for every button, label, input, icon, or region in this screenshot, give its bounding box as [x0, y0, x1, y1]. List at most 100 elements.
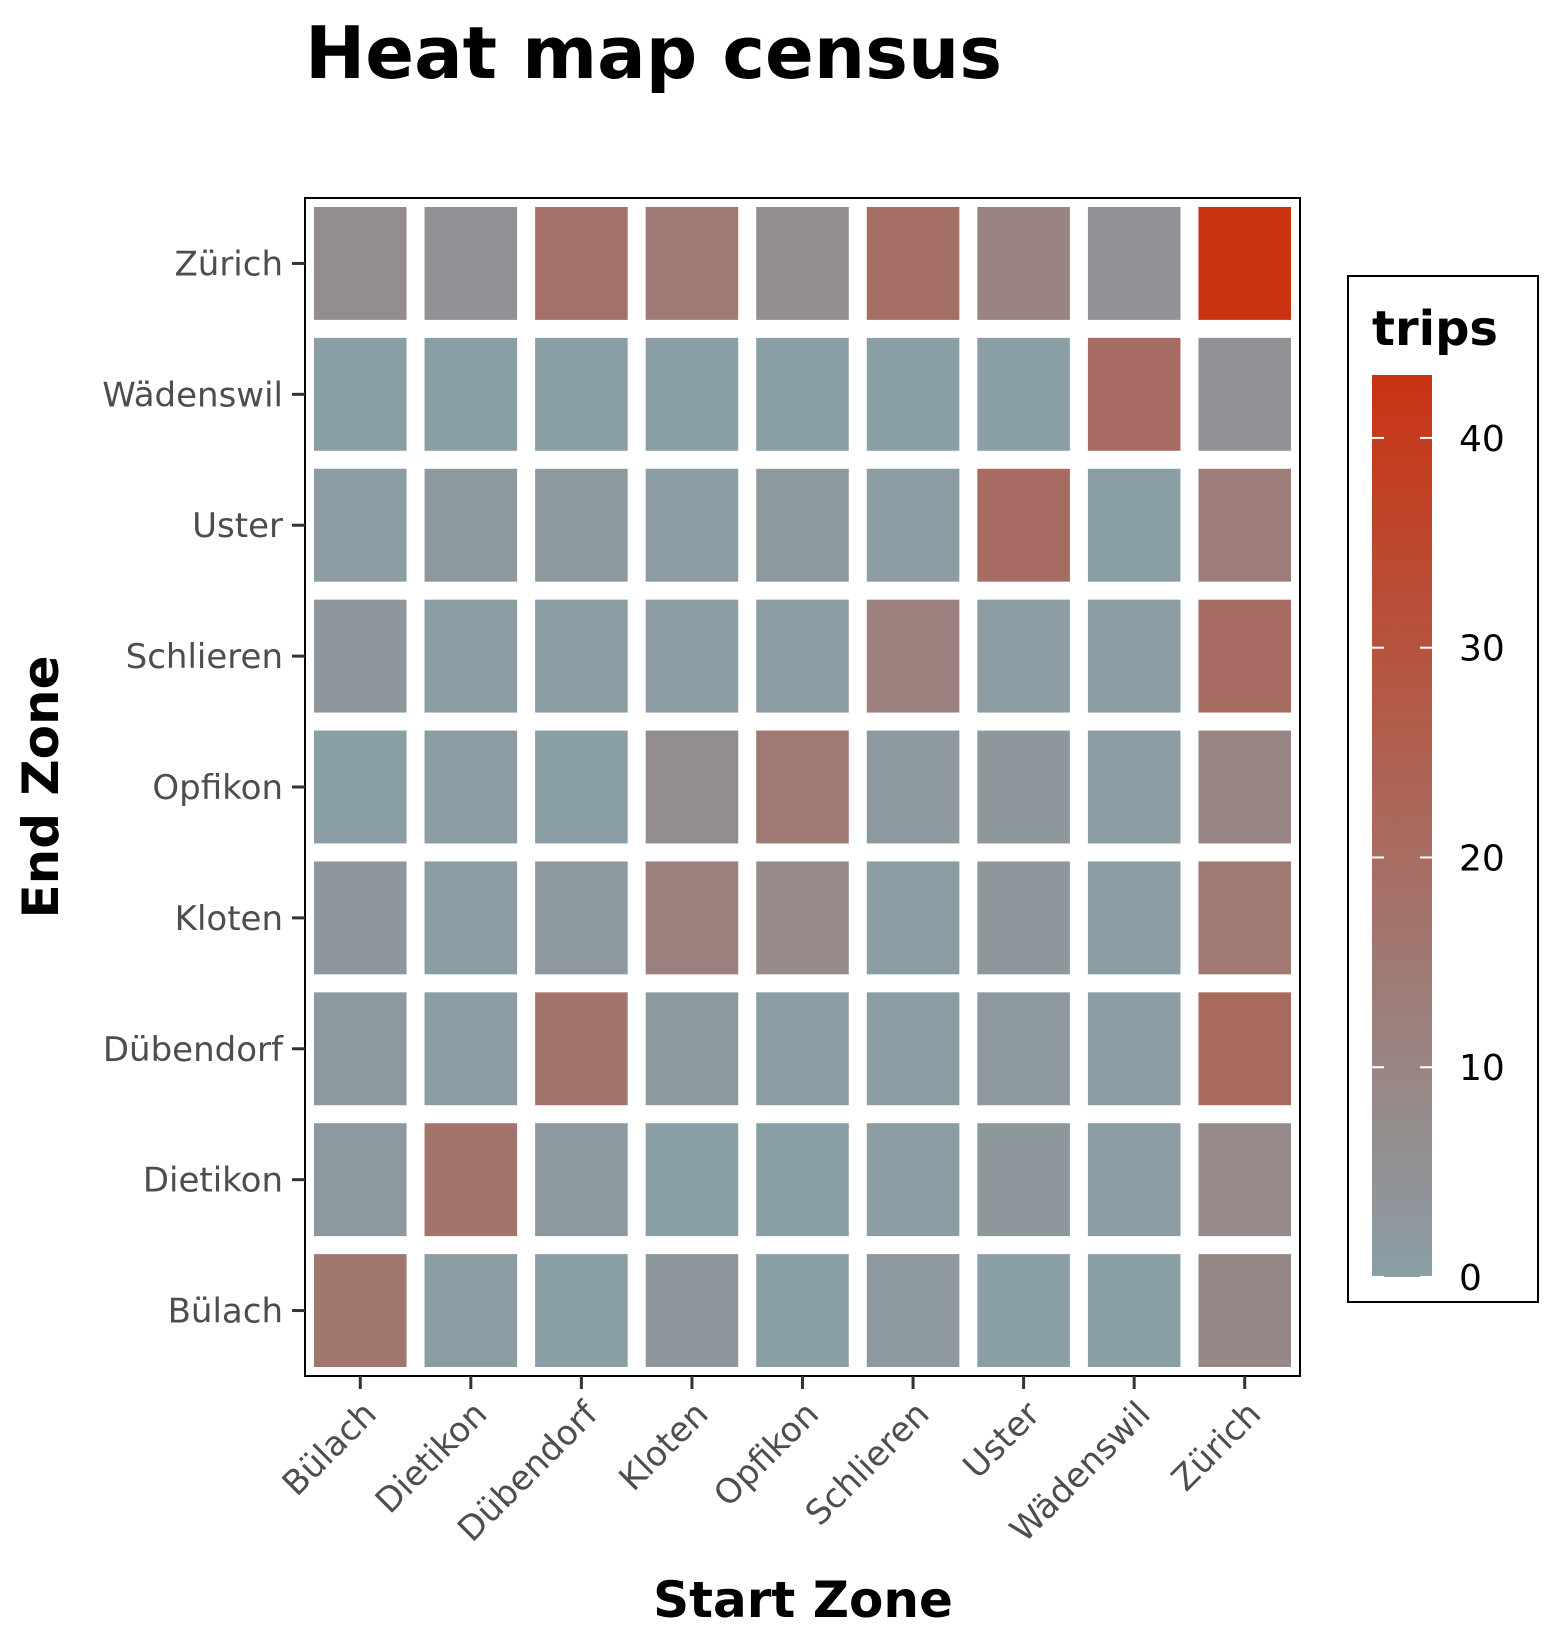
heatmap-cell: [977, 468, 1070, 582]
heatmap-cell: [756, 1254, 849, 1367]
heatmap-cell: [866, 861, 960, 975]
legend-colorbar: [1372, 375, 1432, 1277]
chart-title: Heat map census: [305, 11, 1002, 95]
heatmap-cell: [756, 468, 849, 582]
heatmap-cell: [1198, 1123, 1291, 1237]
heatmap-cell: [1087, 730, 1181, 844]
heatmap-cell: [314, 337, 407, 451]
heatmap-cell: [535, 1123, 628, 1237]
legend-tick-label: 0: [1459, 1258, 1482, 1299]
legend: trips 0 10 20 30 40: [1347, 275, 1539, 1303]
heatmap-cell: [424, 599, 518, 713]
heatmap-cell: [756, 861, 849, 975]
heatmap-cell: [645, 1254, 739, 1367]
x-tick-label: Uster: [955, 1394, 1048, 1487]
heatmap-cell: [535, 207, 628, 320]
y-tick-label: Opfikon: [152, 768, 283, 808]
heatmap-cell: [866, 337, 960, 451]
heatmap-cell: [756, 207, 849, 320]
heatmap-cell: [977, 1254, 1070, 1367]
x-tick-label: Zürich: [1164, 1394, 1269, 1499]
heatmap-cell: [866, 1254, 960, 1367]
heatmap-cell: [314, 1254, 407, 1367]
heatmap-cells: [314, 207, 1291, 1367]
heatmap-cell: [424, 1254, 518, 1367]
heatmap-cell: [314, 861, 407, 975]
heatmap-cell: [1087, 1254, 1181, 1367]
heatmap-cell: [424, 992, 518, 1106]
heatmap-cell: [314, 730, 407, 844]
y-tick-label: Schlieren: [126, 637, 283, 677]
heatmap-cell: [314, 599, 407, 713]
heatmap-cell: [977, 861, 1070, 975]
heatmap-cell: [535, 861, 628, 975]
y-tick-label: Kloten: [175, 899, 283, 939]
heatmap-cell: [1198, 599, 1291, 713]
heatmap-cell: [866, 730, 960, 844]
legend-title: trips: [1372, 301, 1498, 357]
heatmap-cell: [1198, 207, 1291, 320]
y-tick-label: Dietikon: [143, 1161, 283, 1201]
legend-tick-label: 30: [1459, 629, 1505, 670]
y-axis-title: End Zone: [12, 655, 70, 918]
heatmap-cell: [866, 207, 960, 320]
heatmap-cell: [535, 337, 628, 451]
heatmap-cell: [645, 337, 739, 451]
heatmap-cell: [424, 1123, 518, 1237]
heatmap-cell: [645, 992, 739, 1106]
heatmap-cell: [1198, 992, 1291, 1106]
heatmap-cell: [314, 207, 407, 320]
heatmap-cell: [424, 337, 518, 451]
heatmap-cell: [535, 992, 628, 1106]
heatmap-cell: [645, 599, 739, 713]
heatmap-cell: [756, 992, 849, 1106]
heatmap-cell: [1198, 730, 1291, 844]
heatmap-cell: [1087, 207, 1181, 320]
heatmap-cell: [645, 861, 739, 975]
heatmap-cell: [756, 599, 849, 713]
heatmap-cell: [1198, 337, 1291, 451]
heatmap-cell: [424, 730, 518, 844]
heatmap-cell: [1087, 861, 1181, 975]
heatmap-cell: [1087, 992, 1181, 1106]
y-tick-label: Wädenswil: [102, 375, 283, 415]
heatmap-cell: [1198, 468, 1291, 582]
y-tick-label: Uster: [192, 506, 283, 546]
heatmap-cell: [314, 1123, 407, 1237]
heatmap-cell: [535, 468, 628, 582]
y-axis: Bülach Dietikon Dübendorf Kloten Opfikon Schl…: [102, 244, 305, 1332]
heatmap-cell: [1198, 861, 1291, 975]
heatmap-cell: [535, 1254, 628, 1367]
heatmap-cell: [866, 992, 960, 1106]
heatmap-cell: [424, 468, 518, 582]
heatmap-cell: [977, 337, 1070, 451]
heatmap-cell: [645, 730, 739, 844]
heatmap-cell: [1087, 337, 1181, 451]
heatmap-cell: [866, 599, 960, 713]
heatmap-cell: [535, 599, 628, 713]
heatmap-cell: [314, 468, 407, 582]
heatmap-cell: [1087, 468, 1181, 582]
heatmap-cell: [424, 207, 518, 320]
x-tick-label: Kloten: [611, 1394, 716, 1499]
heatmap-cell: [1087, 599, 1181, 713]
heatmap-cell: [866, 1123, 960, 1237]
heatmap-cell: [977, 207, 1070, 320]
y-tick-label: Zürich: [174, 244, 283, 284]
heatmap-cell: [977, 992, 1070, 1106]
heatmap-cell: [535, 730, 628, 844]
heatmap-cell: [866, 468, 960, 582]
heatmap-cell: [977, 730, 1070, 844]
heatmap-cell: [756, 1123, 849, 1237]
heatmap-cell: [977, 1123, 1070, 1237]
heatmap-cell: [756, 337, 849, 451]
x-tick-label: Bülach: [275, 1394, 385, 1504]
heatmap-cell: [1087, 1123, 1181, 1237]
heatmap-cell: [314, 992, 407, 1106]
heatmap-cell: [645, 468, 739, 582]
x-axis-title: Start Zone: [653, 1571, 953, 1629]
heatmap-cell: [424, 861, 518, 975]
heatmap-cell: [756, 730, 849, 844]
